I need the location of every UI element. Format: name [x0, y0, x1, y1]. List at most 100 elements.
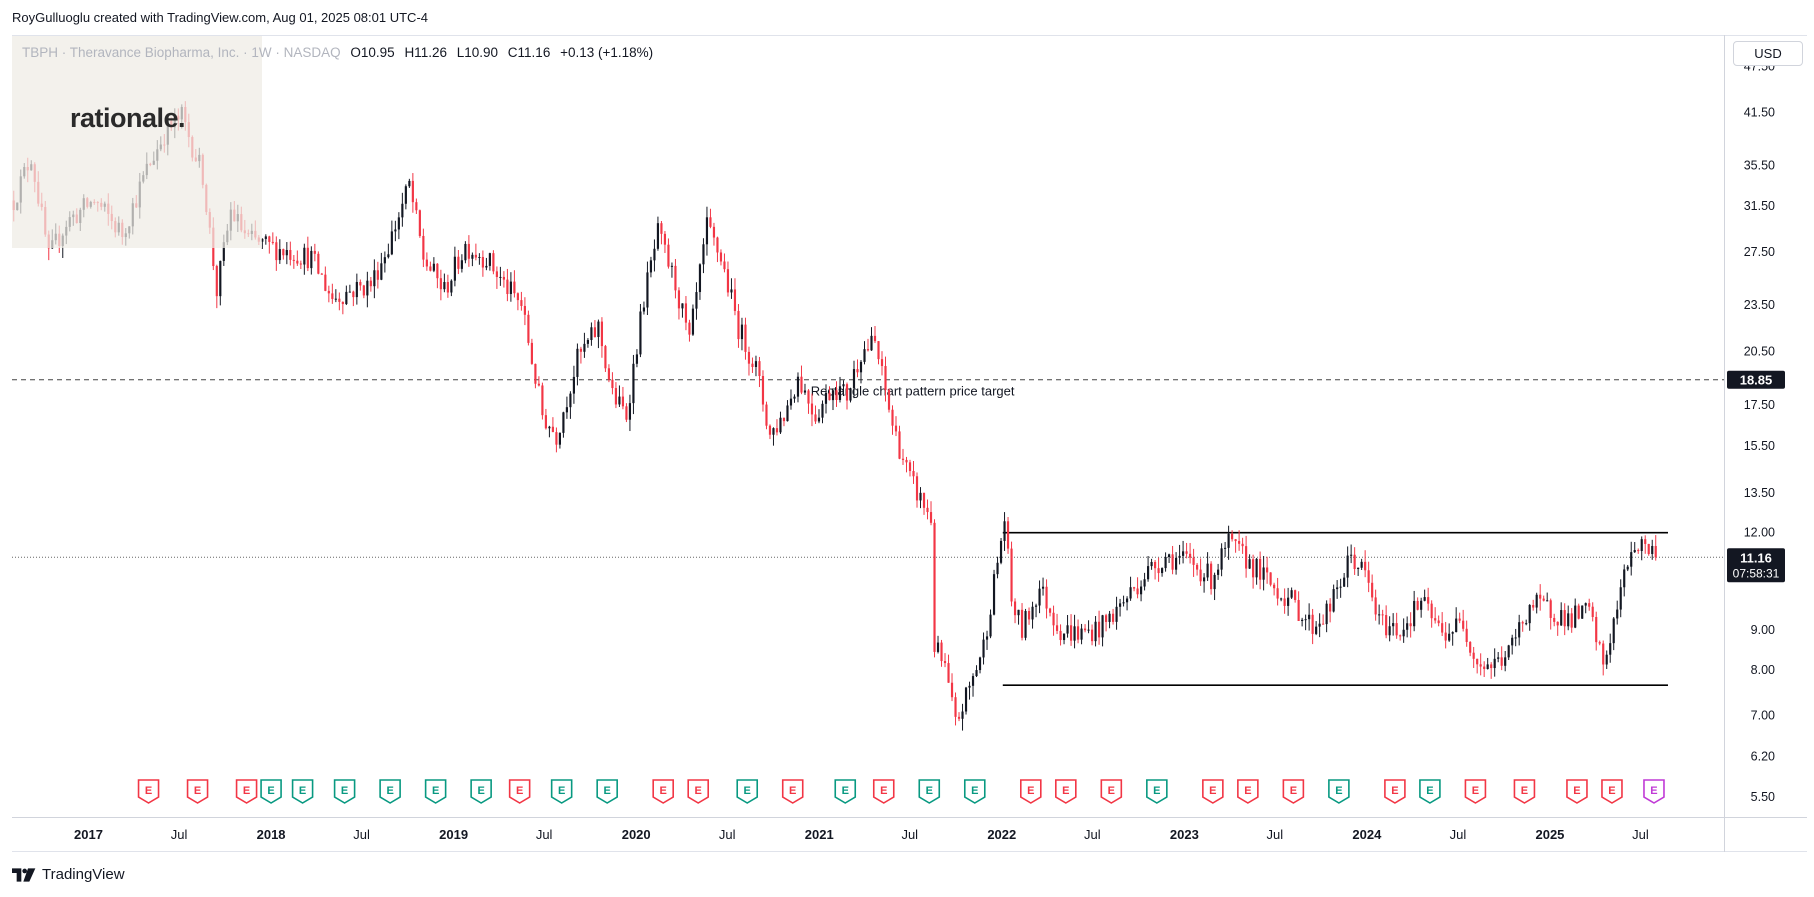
candle-body — [1409, 623, 1412, 627]
candle-body — [1080, 628, 1083, 640]
candle-body — [373, 270, 376, 287]
candle-body — [621, 396, 625, 407]
footer-brand[interactable]: TradingView — [12, 866, 125, 883]
candle-body — [999, 540, 1003, 563]
candle-body — [1129, 587, 1132, 599]
earnings-purple-icon[interactable]: E — [1643, 779, 1665, 804]
candle-body — [765, 404, 768, 426]
candle-body — [1441, 623, 1444, 633]
earnings-green-icon[interactable]: E — [333, 779, 356, 804]
x-tick-label: Jul — [1632, 827, 1649, 842]
earnings-green-icon[interactable]: E — [470, 779, 492, 804]
candle-body — [457, 256, 460, 269]
candle-body — [317, 253, 320, 274]
earnings-green-icon[interactable]: E — [834, 779, 857, 804]
earnings-letter: E — [1108, 785, 1115, 797]
ohlc-change: +0.13 (+1.18%) — [560, 45, 654, 60]
candle-body — [943, 661, 947, 664]
earnings-red-icon[interactable]: E — [1020, 779, 1042, 804]
candle-body — [922, 492, 926, 508]
earnings-red-icon[interactable]: E — [1384, 779, 1406, 804]
earnings-letter: E — [926, 785, 933, 797]
earnings-badge — [470, 779, 492, 804]
candle-body — [803, 390, 807, 393]
earnings-badge — [963, 779, 986, 804]
candle-body — [338, 298, 341, 302]
candle-body — [782, 417, 786, 422]
earnings-red-icon[interactable]: E — [1282, 779, 1305, 804]
earnings-red-icon[interactable]: E — [1055, 779, 1077, 804]
candle-body — [474, 254, 477, 258]
ohlc-close: C11.16 — [507, 45, 551, 60]
earnings-red-icon[interactable]: E — [186, 779, 209, 804]
candle-body — [810, 403, 814, 415]
candle-body — [793, 396, 796, 399]
candle-body — [1402, 629, 1405, 637]
earnings-red-icon[interactable]: E — [652, 779, 674, 804]
earnings-red-icon[interactable]: E — [1513, 779, 1536, 804]
earnings-red-icon[interactable]: E — [687, 779, 709, 804]
earnings-red-icon[interactable]: E — [872, 779, 895, 804]
earnings-red-icon[interactable]: E — [508, 779, 531, 804]
x-tick-label: 2020 — [622, 827, 651, 842]
earnings-red-icon[interactable]: E — [1601, 779, 1623, 804]
candle-body — [1542, 598, 1545, 601]
earnings-green-icon[interactable]: E — [596, 779, 618, 804]
candle-body — [1132, 587, 1136, 589]
candle-body — [884, 366, 887, 391]
earnings-red-icon[interactable]: E — [1202, 779, 1224, 804]
candle-body — [495, 271, 498, 278]
candle-body — [516, 293, 519, 301]
earnings-green-icon[interactable]: E — [736, 779, 759, 804]
candle-body — [562, 412, 565, 433]
candle-body — [1189, 553, 1192, 558]
earnings-letter: E — [842, 785, 849, 797]
earnings-red-icon[interactable]: E — [1464, 779, 1487, 804]
candle-body — [1511, 637, 1514, 646]
currency-button[interactable]: USD — [1733, 41, 1803, 66]
candle-body — [1644, 539, 1647, 544]
candle-body — [604, 346, 607, 369]
candle-body — [499, 276, 502, 278]
candle-body — [1483, 666, 1486, 670]
candle-body — [1521, 622, 1524, 624]
candle-body — [877, 341, 880, 360]
earnings-green-icon[interactable]: E — [1419, 779, 1441, 804]
y-tick-label: 17.50 — [1744, 398, 1775, 412]
earnings-green-icon[interactable]: E — [379, 779, 401, 804]
candle-body — [905, 459, 908, 463]
earnings-green-icon[interactable]: E — [1328, 779, 1350, 804]
candle-body — [586, 340, 590, 344]
candle-body — [726, 269, 730, 293]
candle-body — [1245, 546, 1248, 569]
earnings-green-icon[interactable]: E — [424, 779, 447, 804]
candle-body — [845, 384, 849, 401]
candle-body — [1479, 664, 1482, 667]
candle-body — [1455, 618, 1458, 633]
candle-body — [460, 260, 463, 269]
candle-body — [1115, 606, 1118, 622]
earnings-red-icon[interactable]: E — [1566, 779, 1588, 804]
earnings-green-icon[interactable]: E — [963, 779, 986, 804]
earnings-green-icon[interactable]: E — [918, 779, 941, 804]
earnings-green-icon[interactable]: E — [550, 779, 573, 804]
earnings-red-icon[interactable]: E — [781, 779, 804, 804]
earnings-red-icon[interactable]: E — [137, 779, 160, 804]
earnings-red-icon[interactable]: E — [1100, 779, 1123, 804]
earnings-red-icon[interactable]: E — [1237, 779, 1259, 804]
candle-body — [1640, 539, 1643, 552]
candle-body — [1364, 561, 1367, 571]
candle-body — [1584, 603, 1587, 606]
candle-body — [1255, 558, 1258, 578]
watermark-panel — [12, 36, 262, 248]
earnings-green-icon[interactable]: E — [260, 779, 282, 804]
chart-frame-top — [12, 35, 1807, 36]
earnings-green-icon[interactable]: E — [1146, 779, 1168, 804]
earnings-green-icon[interactable]: E — [291, 779, 314, 804]
candle-body — [1248, 559, 1251, 569]
price-label-box — [1727, 370, 1785, 389]
earnings-badge — [1055, 779, 1077, 804]
candle-body — [1276, 588, 1279, 599]
earnings-red-icon[interactable]: E — [235, 779, 258, 804]
